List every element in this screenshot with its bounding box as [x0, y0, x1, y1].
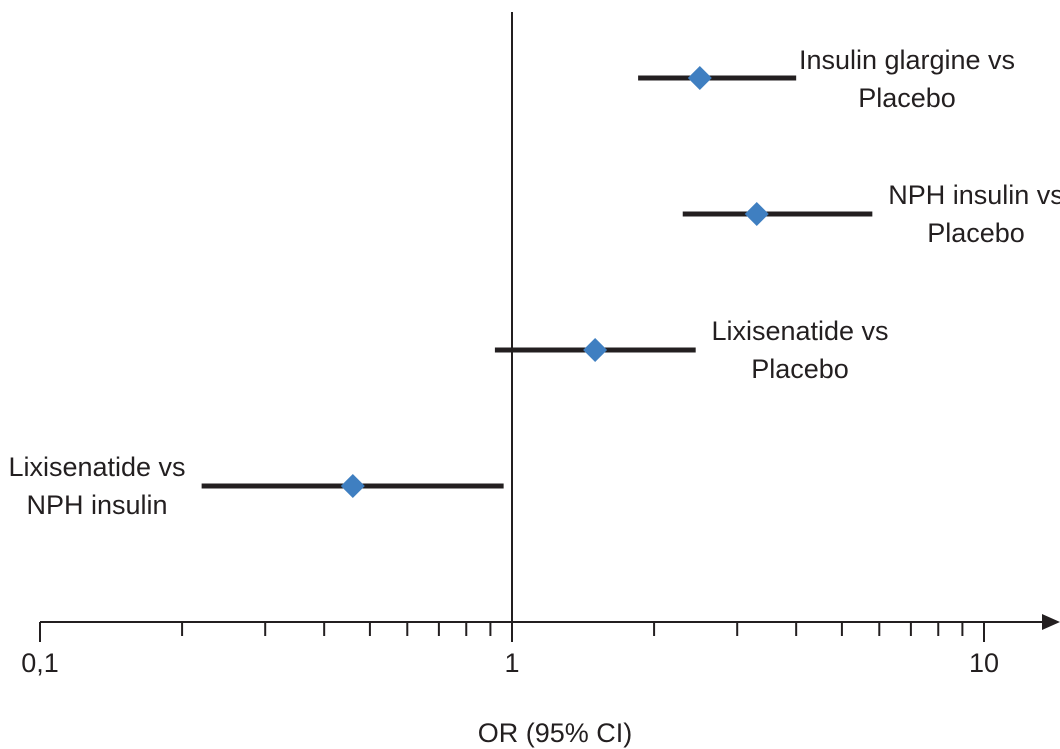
comparison-label: Insulin glargine vs Placebo [799, 45, 1015, 113]
x-axis-title: OR (95% CI) [478, 718, 633, 748]
comparison-label: Lixisenatide vs Placebo [711, 316, 888, 384]
comparison-label: NPH insulin vs Placebo [888, 180, 1060, 248]
point-estimate-marker [687, 66, 712, 90]
estimate-row: Lixisenatide vs Placebo [494, 316, 889, 384]
point-estimate-marker [744, 202, 769, 226]
estimate-rows: Insulin glargine vs Placebo NPH insulin vs… [8, 45, 1060, 520]
tick-label: 0,1 [21, 648, 59, 678]
tick-label: 1 [504, 648, 519, 678]
estimate-row: Lixisenatide vs NPH insulin [8, 452, 504, 520]
point-estimate-marker [583, 338, 608, 362]
comparison-label: Lixisenatide vs NPH insulin [8, 452, 185, 520]
estimate-row: NPH insulin vs Placebo [682, 180, 1060, 248]
point-estimate-marker [340, 474, 365, 498]
estimate-row: Insulin glargine vs Placebo [638, 45, 1015, 113]
x-axis-arrow [1042, 614, 1060, 630]
x-axis-ticks [39, 622, 985, 642]
x-axis-tick-labels: 0,1 1 10 [21, 648, 999, 678]
tick-label: 10 [969, 648, 999, 678]
